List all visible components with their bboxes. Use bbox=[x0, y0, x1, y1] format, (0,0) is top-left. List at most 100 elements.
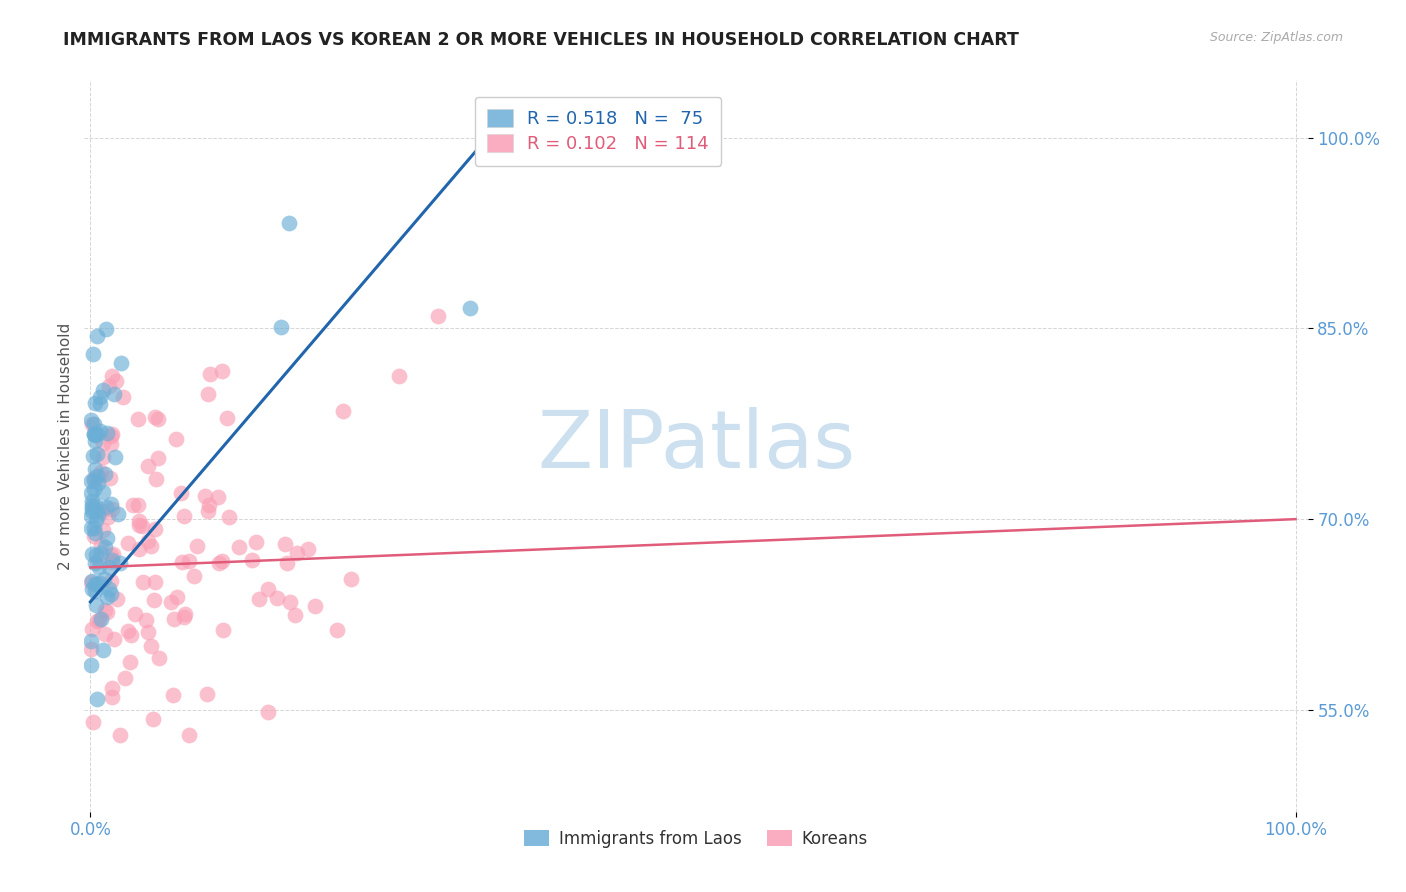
Point bbox=[84, 396, 107, 410]
Point bbox=[139, 640, 162, 654]
Point bbox=[84, 513, 107, 527]
Point bbox=[84, 434, 107, 448]
Point bbox=[101, 681, 124, 695]
Point bbox=[186, 539, 208, 553]
Point bbox=[83, 473, 105, 487]
Point bbox=[94, 500, 117, 515]
Point bbox=[98, 582, 121, 596]
Text: ZIPatlas: ZIPatlas bbox=[537, 407, 855, 485]
Point bbox=[215, 410, 238, 425]
Point bbox=[278, 595, 301, 609]
Point bbox=[98, 470, 121, 484]
Point bbox=[93, 573, 115, 587]
Point bbox=[121, 498, 143, 512]
Point bbox=[477, 130, 499, 145]
Point bbox=[142, 713, 165, 727]
Point bbox=[100, 437, 122, 451]
Point bbox=[143, 409, 166, 424]
Point bbox=[83, 521, 105, 535]
Point bbox=[82, 500, 104, 515]
Point bbox=[104, 450, 127, 464]
Point bbox=[135, 613, 157, 627]
Point bbox=[100, 574, 122, 589]
Point bbox=[173, 508, 195, 523]
Point bbox=[120, 628, 142, 642]
Point bbox=[94, 321, 117, 335]
Point bbox=[82, 449, 104, 463]
Point bbox=[80, 521, 103, 535]
Point bbox=[101, 555, 124, 569]
Point bbox=[87, 560, 110, 574]
Point bbox=[83, 577, 105, 591]
Legend: Immigrants from Laos, Koreans: Immigrants from Laos, Koreans bbox=[517, 823, 875, 855]
Point bbox=[173, 609, 195, 624]
Point bbox=[105, 374, 128, 388]
Point bbox=[107, 507, 129, 521]
Point bbox=[174, 607, 197, 622]
Point bbox=[100, 497, 122, 511]
Point bbox=[97, 559, 120, 574]
Point bbox=[86, 469, 108, 483]
Point bbox=[426, 309, 449, 323]
Point bbox=[101, 547, 124, 561]
Point bbox=[270, 319, 292, 334]
Point bbox=[276, 556, 298, 570]
Point bbox=[91, 504, 114, 518]
Point bbox=[90, 546, 112, 560]
Point bbox=[84, 599, 107, 613]
Point bbox=[83, 428, 105, 442]
Point bbox=[98, 379, 121, 393]
Point bbox=[145, 472, 167, 486]
Point bbox=[87, 553, 110, 567]
Point bbox=[82, 574, 104, 588]
Point bbox=[83, 583, 105, 598]
Point bbox=[278, 216, 301, 230]
Point bbox=[83, 482, 105, 496]
Point bbox=[100, 587, 122, 601]
Point bbox=[148, 412, 170, 426]
Point bbox=[80, 657, 103, 672]
Point bbox=[90, 538, 112, 552]
Point bbox=[83, 556, 105, 570]
Point bbox=[80, 508, 103, 523]
Point bbox=[388, 368, 411, 383]
Point bbox=[179, 554, 201, 568]
Point bbox=[142, 593, 165, 607]
Point bbox=[94, 603, 117, 617]
Point bbox=[80, 474, 103, 488]
Point bbox=[148, 651, 170, 665]
Point bbox=[195, 688, 218, 702]
Point bbox=[86, 508, 108, 522]
Point bbox=[458, 301, 481, 315]
Point bbox=[228, 540, 250, 554]
Point bbox=[218, 509, 240, 524]
Point bbox=[139, 539, 162, 553]
Point bbox=[165, 432, 187, 446]
Point bbox=[90, 612, 112, 626]
Point bbox=[274, 536, 297, 550]
Point bbox=[131, 575, 153, 590]
Point bbox=[284, 607, 307, 622]
Point bbox=[242, 553, 264, 567]
Point bbox=[110, 556, 132, 570]
Point bbox=[117, 624, 139, 638]
Point bbox=[112, 390, 135, 404]
Point bbox=[160, 595, 183, 609]
Point bbox=[143, 574, 166, 589]
Point bbox=[94, 467, 117, 481]
Point bbox=[127, 411, 149, 425]
Text: Source: ZipAtlas.com: Source: ZipAtlas.com bbox=[1209, 31, 1343, 45]
Point bbox=[101, 426, 124, 441]
Point bbox=[91, 383, 114, 397]
Point bbox=[83, 427, 105, 442]
Point bbox=[339, 572, 361, 586]
Point bbox=[82, 499, 104, 513]
Point bbox=[80, 493, 103, 508]
Point bbox=[211, 623, 233, 637]
Point bbox=[84, 548, 107, 562]
Point bbox=[297, 542, 319, 557]
Point bbox=[80, 622, 103, 636]
Point bbox=[82, 714, 104, 729]
Point bbox=[91, 484, 114, 499]
Point bbox=[80, 485, 103, 500]
